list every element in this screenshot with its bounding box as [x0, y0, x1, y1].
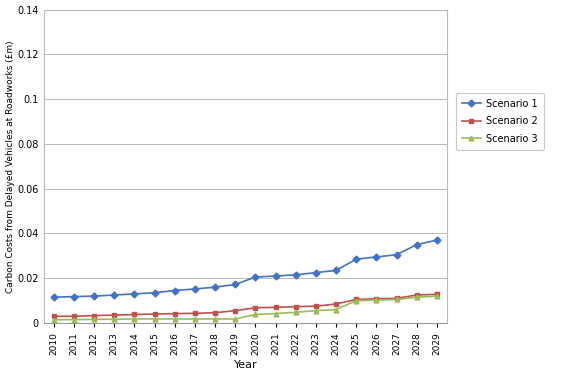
Scenario 3	[91, 317, 97, 321]
Scenario 3	[393, 297, 400, 302]
Scenario 1	[131, 292, 138, 296]
Scenario 3	[171, 317, 178, 321]
Scenario 2	[353, 297, 360, 302]
Scenario 2	[50, 314, 57, 318]
Scenario 3	[373, 298, 380, 302]
Scenario 2	[252, 306, 259, 310]
Scenario 3	[131, 317, 138, 321]
Scenario 2	[151, 312, 158, 316]
Line: Scenario 2: Scenario 2	[52, 292, 439, 319]
Scenario 1	[151, 291, 158, 295]
Scenario 2	[70, 314, 77, 318]
Scenario 2	[312, 304, 319, 308]
Scenario 2	[232, 308, 239, 313]
Y-axis label: Carbon Costs from Delayed Vehicles at Roadworks (£m): Carbon Costs from Delayed Vehicles at Ro…	[6, 40, 14, 293]
Scenario 1	[332, 268, 339, 273]
Scenario 3	[70, 317, 77, 322]
Scenario 3	[232, 317, 239, 321]
Scenario 3	[111, 317, 117, 321]
Scenario 2	[211, 311, 218, 315]
Scenario 1	[353, 257, 360, 261]
Scenario 2	[171, 311, 178, 316]
Scenario 3	[433, 294, 440, 299]
Scenario 3	[353, 298, 360, 303]
Scenario 3	[50, 317, 57, 322]
Scenario 2	[131, 312, 138, 317]
X-axis label: Year: Year	[234, 361, 257, 370]
Scenario 3	[292, 310, 299, 314]
Scenario 3	[272, 311, 279, 316]
Scenario 2	[332, 302, 339, 306]
Scenario 3	[252, 312, 259, 317]
Scenario 2	[111, 313, 117, 317]
Scenario 1	[292, 273, 299, 277]
Scenario 3	[413, 295, 420, 300]
Scenario 1	[312, 270, 319, 275]
Scenario 2	[191, 311, 198, 315]
Scenario 1	[50, 295, 57, 300]
Scenario 1	[373, 255, 380, 259]
Scenario 3	[332, 307, 339, 312]
Scenario 2	[272, 305, 279, 309]
Scenario 1	[393, 252, 400, 257]
Scenario 2	[292, 305, 299, 309]
Scenario 1	[232, 282, 239, 287]
Scenario 1	[413, 243, 420, 247]
Legend: Scenario 1, Scenario 2, Scenario 3: Scenario 1, Scenario 2, Scenario 3	[456, 93, 544, 150]
Scenario 1	[211, 285, 218, 290]
Scenario 2	[433, 292, 440, 297]
Scenario 2	[393, 296, 400, 301]
Line: Scenario 3: Scenario 3	[52, 294, 439, 322]
Scenario 3	[312, 308, 319, 313]
Scenario 2	[91, 313, 97, 318]
Scenario 1	[252, 275, 259, 279]
Scenario 3	[151, 317, 158, 321]
Scenario 1	[91, 294, 97, 299]
Scenario 3	[211, 317, 218, 321]
Scenario 1	[272, 274, 279, 278]
Scenario 1	[171, 288, 178, 293]
Scenario 3	[191, 317, 198, 321]
Scenario 2	[373, 297, 380, 301]
Line: Scenario 1: Scenario 1	[52, 238, 439, 300]
Scenario 1	[191, 287, 198, 291]
Scenario 2	[413, 293, 420, 297]
Scenario 1	[70, 294, 77, 299]
Scenario 1	[433, 238, 440, 243]
Scenario 1	[111, 293, 117, 297]
